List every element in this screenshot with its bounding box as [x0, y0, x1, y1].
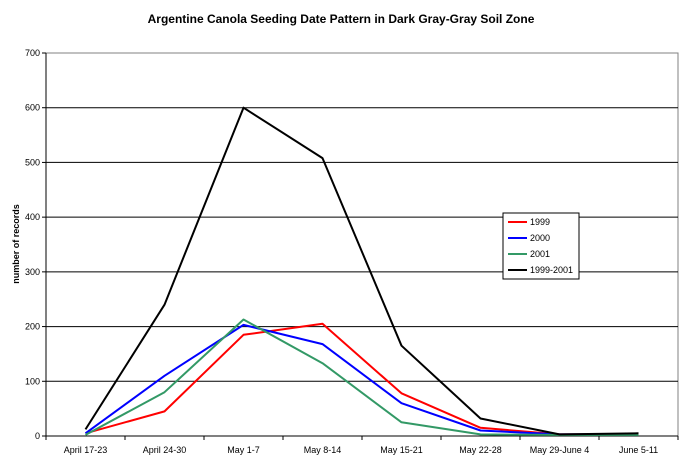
x-axis-ticks: April 17-23 April 24-30 May 1-7 May 8-14 May…: [45, 435, 679, 455]
y-axis-label: number of records: [11, 204, 21, 284]
x-tick-label: May 1-7: [227, 445, 260, 455]
x-tick-label: April 17-23: [64, 445, 108, 455]
x-tick-label: May 22-28: [459, 445, 502, 455]
series-line-1999-2001: [84, 106, 639, 436]
y-tick-label: 400: [25, 212, 40, 222]
series-line-2001: [85, 318, 639, 436]
y-axis-ticks: 0 100 200 300 400 500 600 700: [25, 48, 47, 441]
y-tick-label: 200: [25, 322, 40, 332]
plot-border: [45, 52, 679, 437]
x-tick-label: May 15-21: [380, 445, 423, 455]
y-tick-label: 600: [25, 103, 40, 113]
y-tick-label: 0: [35, 431, 40, 441]
legend-label: 1999: [530, 217, 550, 227]
legend: 1999 2000 2001 1999-2001: [502, 212, 580, 280]
legend-label: 1999-2001: [530, 265, 573, 275]
y-tick-label: 700: [25, 48, 40, 58]
legend-label: 2000: [530, 233, 550, 243]
x-tick-label: May 29-June 4: [530, 445, 590, 455]
series-lines: [84, 106, 639, 436]
legend-box: [502, 212, 580, 280]
legend-label: 2001: [530, 249, 550, 259]
series-line-2000: [84, 323, 639, 436]
y-tick-label: 500: [25, 157, 40, 167]
x-tick-label: June 5-11: [619, 445, 658, 455]
x-tick-label: May 8-14: [304, 445, 342, 455]
x-tick-label: April 24-30: [143, 445, 187, 455]
y-tick-label: 100: [25, 376, 40, 386]
y-tick-label: 300: [25, 267, 40, 277]
plot-area: [45, 52, 679, 437]
chart-title: Argentine Canola Seeding Date Pattern in…: [148, 12, 535, 26]
